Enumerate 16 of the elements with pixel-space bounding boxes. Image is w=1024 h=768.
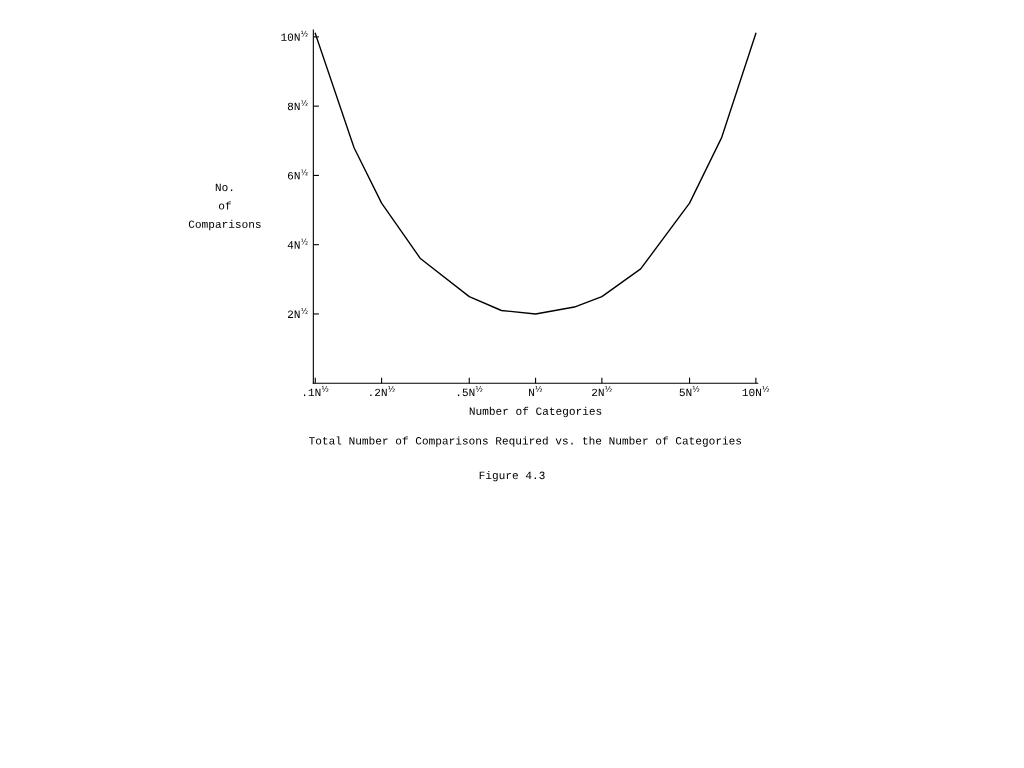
x-tick-label: .2N$^{½}$ (370, 386, 395, 397)
y-tick-label: 10N$^{½}$ (281, 30, 308, 41)
x-tick-label: .1N$^{½}$ (303, 386, 329, 397)
x-tick-label: 2N$^{½}$ (592, 386, 612, 397)
y-tick-label: 8N$^{½}$ (287, 100, 308, 111)
x-axis-title: Number of Categories (469, 406, 602, 418)
x-tick-label: 5N$^{½}$ (679, 386, 700, 397)
y-tick-label: 6N$^{½}$ (287, 169, 308, 180)
y-tick-label: 2N$^{½}$ (287, 307, 308, 318)
x-tick-label: 10N$^{½}$ (742, 386, 770, 397)
y-tick-label: 4N$^{½}$ (287, 238, 308, 249)
x-tick-label: N$^{½}$ (529, 386, 543, 397)
y-axis-title: No. of Comparisons (188, 183, 261, 231)
caption: Figure 4.3 (479, 470, 545, 482)
text: Total Number of Comparisons Required vs. the Number of Categories (309, 436, 742, 447)
x-tick-label: .5N$^{½}$ (457, 386, 483, 397)
